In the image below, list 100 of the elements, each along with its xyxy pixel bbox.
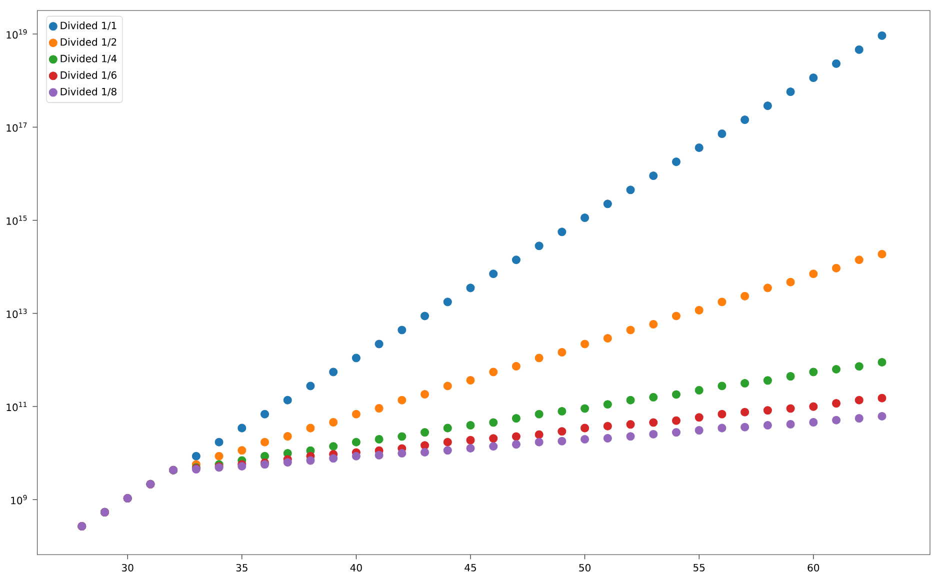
point (534, 430, 544, 439)
point (558, 406, 566, 416)
y-tick-label: 10$^{11}$ (6, 402, 27, 412)
point (854, 414, 864, 423)
point (626, 396, 635, 404)
point (443, 424, 452, 432)
point (260, 438, 270, 446)
y-tick-label: 10$^{19}$ (6, 29, 27, 39)
point (466, 444, 475, 452)
x-tick-label: 50 (579, 564, 590, 572)
x-tick-label: 30 (122, 564, 134, 572)
point (580, 434, 590, 444)
point (512, 432, 520, 441)
point (832, 416, 841, 424)
point (329, 454, 338, 463)
point (740, 292, 750, 300)
point (649, 392, 658, 402)
point (854, 396, 864, 404)
point (580, 404, 590, 413)
point (580, 340, 590, 348)
point (809, 402, 818, 411)
point (214, 438, 224, 446)
point (420, 390, 430, 399)
point (329, 368, 338, 376)
point (534, 354, 544, 362)
point (558, 427, 566, 436)
point (694, 306, 704, 314)
x-tick-label: 45 (464, 564, 476, 572)
point (489, 434, 498, 443)
legend-label: Divided 1/2 (60, 38, 116, 47)
point (534, 242, 544, 250)
point (763, 406, 772, 415)
point (443, 438, 452, 446)
point (832, 399, 841, 408)
point (306, 424, 315, 432)
point (672, 416, 681, 425)
point (443, 382, 452, 390)
point (238, 424, 246, 432)
point (740, 408, 750, 416)
y-tick-label: 10$^{9}$ (11, 494, 27, 504)
point (672, 390, 681, 399)
point (832, 364, 841, 374)
point (649, 430, 658, 438)
point (512, 414, 520, 423)
point (374, 404, 384, 413)
point (489, 442, 498, 451)
point (374, 450, 384, 460)
point (763, 420, 772, 430)
point (466, 376, 475, 385)
point (352, 410, 360, 418)
point (603, 422, 612, 430)
point (466, 436, 475, 444)
point (694, 144, 704, 152)
point (809, 418, 818, 427)
x-tick-label: 35 (236, 564, 248, 572)
point (512, 440, 520, 449)
point (580, 214, 590, 222)
point (420, 312, 430, 320)
point (672, 312, 681, 320)
point (283, 458, 292, 467)
point (694, 386, 704, 395)
x-tick-label: 60 (808, 564, 820, 572)
point (740, 422, 750, 432)
point (809, 73, 818, 82)
point (809, 270, 818, 278)
point (603, 400, 612, 409)
point (420, 428, 430, 437)
point (694, 426, 704, 435)
point (786, 87, 795, 96)
point (626, 432, 635, 441)
point (763, 376, 772, 385)
point (878, 250, 886, 258)
point (329, 418, 338, 427)
point (878, 412, 886, 421)
point (489, 270, 498, 278)
point (398, 432, 406, 441)
point (694, 413, 704, 422)
legend-label: Divided 1/6 (60, 71, 116, 80)
point (672, 158, 681, 166)
point (809, 368, 818, 376)
point (718, 424, 726, 432)
point (238, 446, 246, 455)
point (832, 264, 841, 272)
point (374, 434, 384, 444)
point (329, 442, 338, 451)
point (558, 348, 566, 357)
point (832, 59, 841, 68)
point (260, 410, 270, 418)
point (740, 378, 750, 388)
point (649, 418, 658, 427)
point (649, 172, 658, 180)
point (443, 446, 452, 455)
point (718, 410, 726, 418)
point (352, 438, 360, 446)
legend-label: Divided 1/4 (60, 54, 117, 64)
point (603, 200, 612, 208)
point (626, 326, 635, 334)
y-tick-label: 10$^{13}$ (6, 308, 27, 318)
point (352, 354, 360, 362)
point (626, 420, 635, 429)
